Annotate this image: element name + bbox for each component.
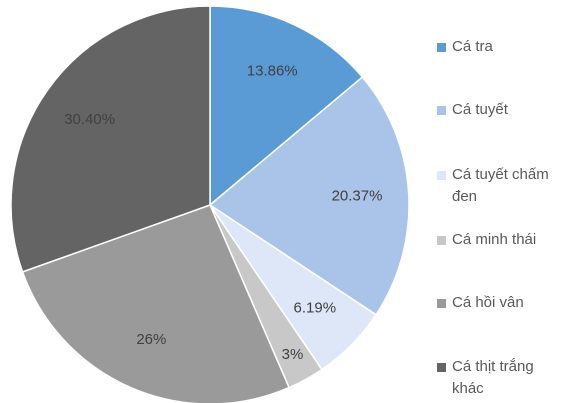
data-label: 13.86%	[247, 62, 298, 79]
legend-entry: Cá minh thái	[437, 229, 567, 251]
legend-label: Cá hồi vân	[452, 294, 524, 311]
data-label: 20.37%	[332, 188, 383, 205]
data-label: 30.40%	[64, 111, 115, 128]
legend-entry: Cá tra	[437, 36, 567, 58]
legend-label: Cá thịt trắng khác	[452, 358, 534, 397]
legend-label: Cá minh thái	[452, 231, 537, 248]
legend-label: Cá tra	[452, 38, 493, 55]
legend-entry: Cá tuyết	[437, 99, 567, 121]
legend-label: Cá tuyết	[452, 101, 508, 118]
pie: 13.86% 20.37% 6.19% 3% 26% 30.40%	[10, 5, 410, 403]
pie-slice	[208, 75, 410, 316]
pie-slice	[209, 5, 364, 207]
data-label: 26%	[136, 331, 166, 348]
legend-label: Cá tuyết chấm đen	[452, 166, 549, 205]
data-label: 3%	[282, 346, 304, 363]
legend-swatch	[437, 171, 446, 180]
legend-swatch	[437, 363, 446, 372]
legend-entry: Cá tuyết chấm đen	[437, 164, 567, 208]
pie-slice	[10, 5, 211, 273]
legend-entry: Cá hồi vân	[437, 292, 567, 314]
legend-swatch	[437, 106, 446, 115]
legend-swatch	[437, 299, 446, 308]
legend-swatch	[437, 236, 446, 245]
legend-swatch	[437, 43, 446, 52]
data-label: 6.19%	[294, 299, 337, 316]
pie-slice	[21, 204, 291, 403]
legend-entry: Cá thịt trắng khác	[437, 356, 567, 400]
